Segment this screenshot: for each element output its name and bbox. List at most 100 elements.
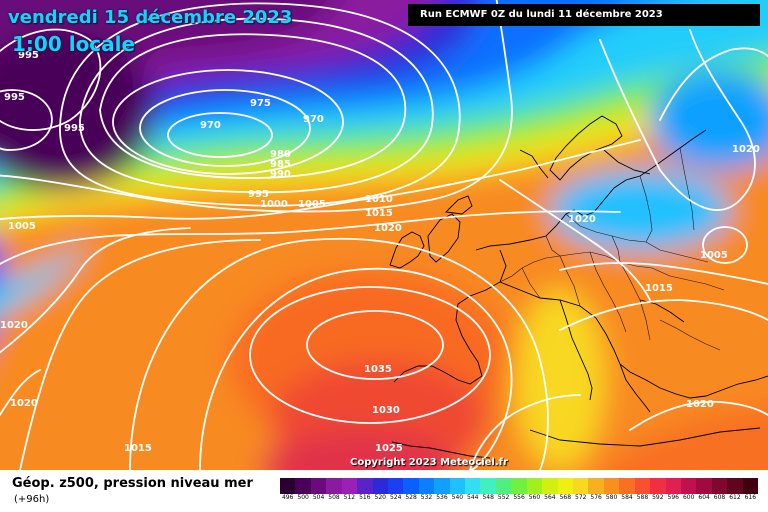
color-scale-label: 552 bbox=[497, 494, 510, 501]
color-swatch bbox=[387, 478, 404, 494]
isobar-label: 1035 bbox=[364, 364, 392, 375]
color-scale-label: 608 bbox=[713, 494, 726, 501]
isobar-label: 1020 bbox=[374, 223, 402, 234]
isobar-label: 1030 bbox=[372, 405, 400, 416]
color-swatch bbox=[650, 478, 666, 494]
color-scale-label: 560 bbox=[528, 494, 541, 501]
isobar-label: 1025 bbox=[375, 443, 403, 454]
color-scale-label: 592 bbox=[652, 494, 664, 501]
color-swatch bbox=[418, 478, 435, 494]
color-scale-label: 576 bbox=[590, 494, 602, 501]
color-scale-label: 600 bbox=[682, 494, 695, 501]
color-swatch bbox=[310, 478, 327, 494]
weather-map: 995 995 995 975 970 970 980 985 990 995 1000 1005 10… bbox=[0, 0, 768, 470]
color-swatch bbox=[357, 478, 373, 494]
color-scale-label: 500 bbox=[297, 494, 309, 501]
isobar-label: 1020 bbox=[10, 398, 38, 409]
borders bbox=[499, 147, 725, 351]
isobar-label: 970 bbox=[303, 114, 324, 125]
color-scale-label: 588 bbox=[636, 494, 649, 501]
color-swatch bbox=[480, 478, 496, 494]
color-scale-label: 564 bbox=[544, 494, 556, 501]
isobar-label: 1015 bbox=[365, 208, 393, 219]
color-swatch bbox=[295, 478, 311, 494]
color-swatch bbox=[542, 478, 558, 494]
color-scale-label: 584 bbox=[621, 494, 633, 501]
isobar-label: 1015 bbox=[645, 283, 673, 294]
isobar-label: 1000 bbox=[260, 199, 288, 210]
color-scale-label: 596 bbox=[667, 494, 679, 501]
isobar-label: 970 bbox=[200, 120, 221, 131]
legend-bar: Géop. z500, pression niveau mer (+96h) 4… bbox=[0, 470, 768, 512]
color-scale-label: 544 bbox=[467, 494, 479, 501]
color-scale-labels: 496 500 504 508 512 516 520 524 528 532 536 540 544 5… bbox=[280, 494, 758, 504]
color-scale-label: 548 bbox=[482, 494, 494, 501]
map-title: Géop. z500, pression niveau mer bbox=[12, 476, 253, 491]
color-swatch bbox=[680, 478, 697, 494]
color-scale-label: 556 bbox=[513, 494, 525, 501]
color-swatch bbox=[511, 478, 527, 494]
color-scale-label: 504 bbox=[312, 494, 325, 501]
color-swatch bbox=[557, 478, 574, 494]
color-scale-label: 516 bbox=[359, 494, 371, 501]
color-swatch bbox=[326, 478, 342, 494]
copyright-text: Copyright 2023 Meteociel.fr bbox=[350, 457, 508, 468]
color-scale-label: 568 bbox=[559, 494, 572, 501]
isobar-label: 1020 bbox=[732, 144, 760, 155]
isobar-label: 995 bbox=[248, 189, 269, 200]
color-scale-label: 512 bbox=[343, 494, 356, 501]
isobar-label: 975 bbox=[250, 98, 271, 109]
color-swatch bbox=[372, 478, 388, 494]
forecast-time: 1:00 locale bbox=[12, 32, 136, 56]
color-scale-label: 508 bbox=[328, 494, 340, 501]
color-scale-label: 604 bbox=[698, 494, 710, 501]
color-swatch bbox=[465, 478, 481, 494]
isobar-label: 1020 bbox=[568, 214, 596, 225]
color-scale-label: 536 bbox=[436, 494, 448, 501]
isobars bbox=[0, 0, 768, 470]
isobar-label: 1005 bbox=[298, 199, 326, 210]
color-swatch bbox=[696, 478, 712, 494]
isobar-label: 980 bbox=[270, 149, 291, 160]
color-swatch bbox=[449, 478, 466, 494]
isobar-label: 995 bbox=[64, 123, 85, 134]
isobar-label: 1020 bbox=[686, 399, 714, 410]
model-run-banner: Run ECMWF 0Z du lundi 11 décembre 2023 bbox=[408, 4, 760, 26]
color-scale-label: 532 bbox=[420, 494, 433, 501]
color-swatch bbox=[634, 478, 651, 494]
color-swatch bbox=[727, 478, 743, 494]
color-swatch bbox=[341, 478, 358, 494]
color-scale-label: 572 bbox=[575, 494, 587, 501]
color-scale-label: 496 bbox=[281, 494, 294, 501]
color-scale-label: 616 bbox=[744, 494, 757, 501]
isobar-label: 990 bbox=[270, 169, 291, 180]
color-scale-label: 528 bbox=[405, 494, 417, 501]
color-swatch bbox=[665, 478, 681, 494]
isobar-label: 1005 bbox=[8, 221, 36, 232]
isobar-label: 1010 bbox=[365, 194, 393, 205]
isobar-label: 1015 bbox=[124, 443, 152, 454]
coastlines bbox=[389, 115, 768, 459]
color-scale-label: 580 bbox=[605, 494, 618, 501]
color-scale-label: 520 bbox=[374, 494, 386, 501]
color-swatch bbox=[588, 478, 604, 494]
color-swatch bbox=[280, 478, 296, 494]
color-swatch bbox=[742, 478, 759, 494]
color-swatch bbox=[711, 478, 728, 494]
color-swatch bbox=[573, 478, 589, 494]
color-swatch bbox=[526, 478, 543, 494]
color-scale-label: 612 bbox=[729, 494, 741, 501]
color-swatch bbox=[603, 478, 620, 494]
isobar-label: 1020 bbox=[0, 320, 28, 331]
isobar-label: 995 bbox=[18, 50, 39, 61]
color-scale-label: 524 bbox=[389, 494, 402, 501]
color-swatch bbox=[619, 478, 635, 494]
isobar-label: 1005 bbox=[700, 250, 728, 261]
color-swatch bbox=[434, 478, 450, 494]
isobar-label: 995 bbox=[4, 92, 25, 103]
color-swatch bbox=[495, 478, 512, 494]
color-swatch bbox=[403, 478, 419, 494]
isobar-label: 985 bbox=[270, 159, 291, 170]
